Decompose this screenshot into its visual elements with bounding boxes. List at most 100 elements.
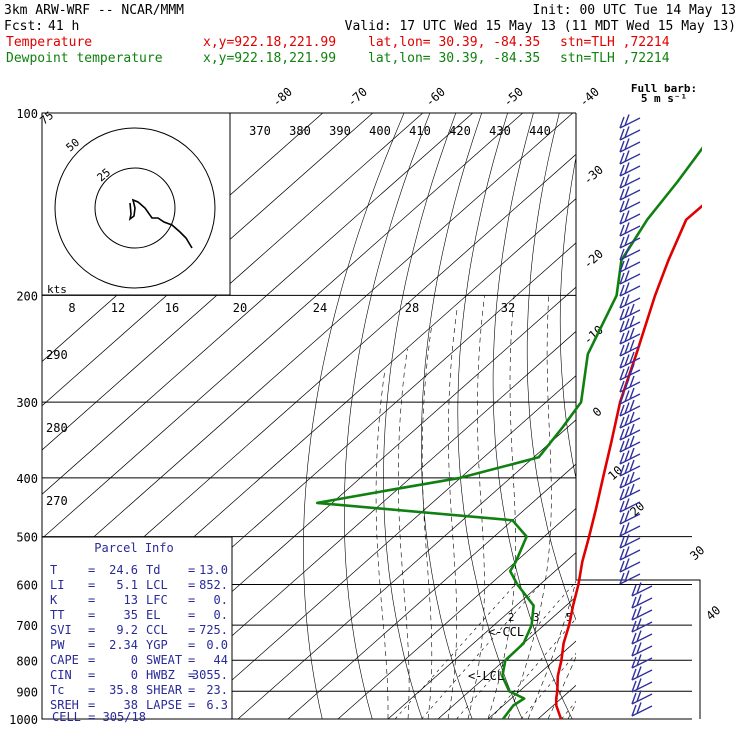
parcel-value: 0. (214, 608, 228, 622)
isotherm-label: -50 (501, 85, 526, 110)
isotherm-line (42, 113, 424, 451)
forecast-hour: 41 h (48, 19, 79, 34)
plot-right-lower-border (575, 540, 701, 719)
dry-adiabat (303, 113, 405, 719)
isotherm-label: 0 (590, 404, 605, 419)
parcel-key: SREH (50, 698, 79, 712)
parcel-key: LCL (146, 578, 168, 592)
wind-barb (619, 363, 641, 381)
parcel-value: 38 (124, 698, 138, 712)
hodograph-trace (128, 198, 193, 249)
legend-dewpoint-xy: x,y=922.18,221.99 (203, 51, 336, 66)
wind-barb (619, 294, 641, 309)
parcel-key: Tc (50, 683, 64, 697)
isotherm-line (137, 330, 576, 719)
parcel-key: SVI (50, 623, 72, 637)
isotherm-line (437, 596, 576, 719)
isotherm-label: -80 (270, 85, 295, 110)
wind-barb (619, 174, 641, 189)
parcel-key: SHEAR (146, 683, 183, 697)
dry-adiabat (421, 113, 482, 719)
barb-title-line1: Full barb: (631, 82, 697, 95)
wind-barb (631, 594, 653, 609)
wind-barb (619, 339, 641, 357)
dry-adiabat (457, 113, 523, 719)
wind-barb (619, 222, 641, 237)
parcel-key: SWEAT (146, 653, 182, 667)
parcel-eq: = (188, 563, 195, 577)
hodograph-axis-label: 28 (405, 301, 419, 315)
parcel-annotations: <-CCL <-LCL (468, 625, 524, 683)
mixing-ratio-label: 8 (598, 611, 605, 624)
wind-barb (619, 375, 641, 393)
isotherm-label: 30 (687, 543, 707, 563)
parcel-eq: = (88, 653, 95, 667)
isotherm-line (487, 640, 576, 719)
legend-dewpoint-label: Dewpoint temperature (6, 51, 163, 66)
parcel-eq: = (188, 578, 195, 592)
moist-adiabat (588, 295, 740, 719)
theta-label: 390 (329, 124, 351, 138)
wind-barb (631, 606, 653, 621)
parcel-value: 9.2 (116, 623, 138, 637)
parcel-key: T (50, 563, 57, 577)
wind-barb (619, 459, 641, 477)
parcel-key: EL (146, 608, 160, 622)
wind-barb (619, 234, 641, 249)
wind-barb (619, 303, 641, 321)
parcel-value: 35 (124, 608, 138, 622)
wind-barbs (619, 114, 653, 717)
theta-label: 410 (409, 124, 431, 138)
wind-barb (619, 246, 641, 261)
parcel-value: 44 (214, 653, 228, 667)
pressure-label-500: 500 (16, 531, 38, 545)
parcel-value: 24.6 (109, 563, 138, 577)
wind-barb (619, 315, 641, 333)
wind-barb (631, 690, 653, 705)
wind-barb (631, 654, 653, 669)
isotherm-label: -30 (581, 163, 606, 188)
wind-barb (631, 678, 653, 693)
theta-label: 370 (249, 124, 271, 138)
dry-adiabat (383, 113, 457, 719)
parcel-value: 0 (131, 668, 138, 682)
wind-barb (619, 162, 641, 177)
isotherm-line (588, 113, 740, 719)
legend-temperature-label: Temperature (6, 35, 92, 50)
theta-side-label: 290 (46, 348, 68, 362)
isotherm-line (237, 419, 576, 719)
wind-barb (631, 630, 653, 645)
wind-barb (631, 618, 653, 633)
isotherm-line (638, 113, 740, 719)
moist-adiabat (467, 295, 485, 719)
parcel-key: LI (50, 578, 64, 592)
isotherm-line (42, 113, 524, 539)
pressure-labels: 100 200 300 400 500 600 700 800 900 1000 (9, 107, 38, 727)
parcel-value: 5.1 (116, 578, 138, 592)
hodograph-axis-label: 8 (68, 301, 75, 315)
theta-label: 380 (289, 124, 311, 138)
parcel-eq: = (188, 623, 195, 637)
parcel-eq: = (88, 668, 95, 682)
temperature-profile (554, 204, 702, 719)
wind-barb (619, 351, 641, 369)
parcel-value: 23. (206, 683, 228, 697)
moist-adiabat (447, 308, 458, 719)
parcel-info-cell: CELL = 305/18 (52, 710, 146, 724)
hodograph-ring-50 (54, 127, 216, 289)
isotherm-line (42, 113, 474, 495)
parcel-value: 13.0 (199, 563, 228, 577)
isotherm-line (42, 113, 374, 407)
hodograph-ring-25 (94, 167, 176, 249)
wind-barb (631, 642, 653, 657)
parcel-key: CCL (146, 623, 168, 637)
parcel-value: 3055. (192, 668, 228, 682)
wind-barb (619, 327, 641, 345)
parcel-key: Td (146, 563, 160, 577)
isotherm-label: 40 (703, 603, 723, 623)
wind-barb (619, 210, 641, 225)
parcel-value: 0.0 (206, 638, 228, 652)
mixing-ratio-line (561, 700, 576, 719)
legend-temperature-xy: x,y=922.18,221.99 (203, 35, 336, 50)
